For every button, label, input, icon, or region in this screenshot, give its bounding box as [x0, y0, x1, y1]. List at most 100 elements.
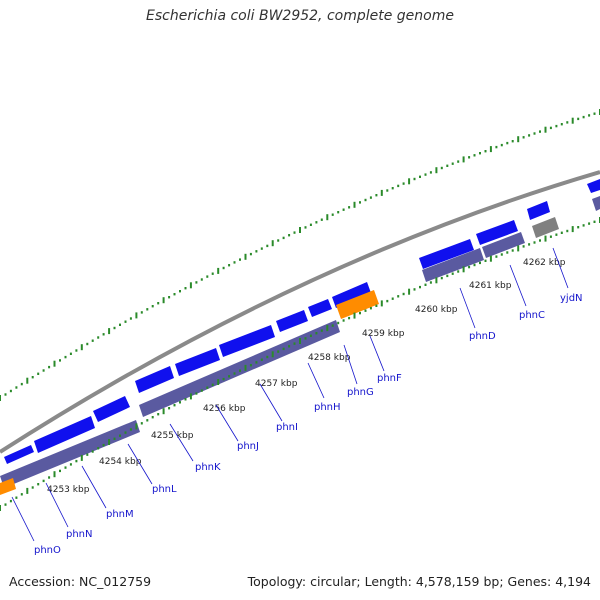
gene-arrow-highlight[interactable] [0, 478, 16, 495]
tick-mark [260, 358, 263, 361]
tick-mark [293, 342, 296, 345]
gene-label[interactable]: phnH [314, 402, 341, 413]
tick-mark [566, 121, 569, 124]
gene-label[interactable]: yjdN [560, 293, 583, 304]
gene-label[interactable]: phnJ [237, 441, 259, 452]
gene-arrow-highlight[interactable] [336, 290, 379, 319]
tick-mark [473, 263, 476, 267]
gene-arrow-forward[interactable] [93, 396, 130, 422]
gene-arrow-forward[interactable] [4, 445, 34, 464]
tick-mark [413, 177, 416, 181]
tick-mark [375, 304, 378, 307]
tick-mark [331, 324, 334, 327]
gene-arrow-forward[interactable] [219, 325, 275, 357]
tick-mark [517, 136, 520, 143]
gene-label[interactable]: phnK [195, 462, 221, 473]
tick-mark [146, 308, 149, 311]
tick-mark [489, 146, 492, 153]
tick-mark [239, 258, 241, 261]
tick-mark [48, 365, 51, 369]
gene-label[interactable]: phnF [377, 373, 402, 384]
tick-mark [555, 233, 558, 236]
tick-mark [309, 334, 312, 337]
tick-mark [369, 196, 372, 199]
gene-label[interactable]: phnI [276, 422, 298, 433]
tick-mark [277, 239, 280, 242]
tick-mark [593, 112, 596, 115]
gene-arrow-forward[interactable] [34, 416, 95, 453]
gene-arrow-reverse[interactable] [0, 420, 140, 488]
tick-mark [288, 234, 291, 237]
tick-mark [206, 275, 209, 278]
tick-mark [173, 293, 176, 296]
tick-mark [451, 272, 454, 275]
tick-mark [577, 226, 580, 229]
outer-tick-dots [0, 109, 600, 401]
tick-mark [522, 136, 525, 139]
gene-arrow-other[interactable] [532, 217, 559, 238]
tick-mark [528, 243, 531, 246]
tick-mark [342, 319, 345, 322]
tick-mark [228, 264, 231, 267]
tick-mark [446, 164, 449, 167]
tick-mark [468, 156, 471, 159]
tick-mark [135, 312, 138, 319]
tick-mark [217, 267, 220, 274]
tick-mark [315, 332, 318, 335]
tick-mark [380, 300, 383, 307]
tick-mark [26, 377, 29, 384]
tick-mark [102, 443, 105, 447]
tick-mark [228, 375, 231, 378]
topology-text: Topology: circular; Length: 4,578,159 bp… [247, 574, 591, 589]
gene-arrow-reverse[interactable] [139, 320, 340, 417]
tick-mark [97, 447, 100, 450]
tick-mark [293, 231, 296, 234]
tick-mark [506, 251, 509, 254]
tick-mark [113, 437, 116, 440]
gene-label[interactable]: phnC [519, 310, 545, 321]
gene-arrow-reverse[interactable] [482, 232, 525, 258]
gene-arrow-forward[interactable] [276, 310, 308, 332]
gene-arrow-forward[interactable] [587, 179, 600, 193]
kbp-label: 4256 kbp [203, 404, 246, 414]
gene-label[interactable]: phnG [347, 387, 374, 398]
tick-mark [179, 401, 181, 404]
gene-label[interactable]: phnN [66, 529, 93, 540]
tick-mark [299, 227, 301, 233]
tick-mark [222, 266, 225, 270]
gene-arrow-forward[interactable] [419, 239, 474, 269]
gene-arrow-forward[interactable] [332, 282, 371, 308]
tick-mark [544, 235, 547, 242]
gene-arrow-reverse[interactable] [422, 248, 484, 282]
tick-mark [495, 145, 498, 149]
gene-label[interactable]: phnO [34, 545, 61, 556]
tick-mark [0, 505, 1, 511]
tick-mark [484, 150, 487, 153]
tick-mark [479, 261, 481, 265]
gene-label[interactable]: phnL [152, 484, 177, 495]
gene-arrow-forward[interactable] [476, 220, 518, 245]
tick-mark [588, 114, 591, 117]
tick-mark [255, 361, 258, 364]
tick-mark [517, 245, 520, 252]
gene-arrow-forward[interactable] [308, 299, 332, 317]
gene-track [0, 179, 600, 495]
gene-label[interactable]: phnM [106, 509, 134, 520]
tick-mark [260, 247, 263, 250]
gene-arrow-forward[interactable] [175, 348, 220, 376]
gene-arrow-forward[interactable] [135, 366, 174, 393]
gene-arrow-forward[interactable] [527, 201, 550, 220]
tick-mark [577, 117, 580, 121]
tick-mark [446, 274, 449, 278]
tick-mark [233, 261, 236, 264]
tick-mark [173, 404, 176, 407]
tick-mark [429, 281, 432, 284]
tick-mark [108, 328, 111, 335]
tick-mark [506, 141, 509, 145]
gene-arrow-reverse[interactable] [592, 196, 600, 211]
tick-mark [4, 503, 7, 506]
gene-label[interactable]: phnD [469, 331, 496, 342]
tick-mark [359, 201, 361, 204]
tick-mark [266, 355, 269, 359]
tick-mark [75, 349, 78, 352]
